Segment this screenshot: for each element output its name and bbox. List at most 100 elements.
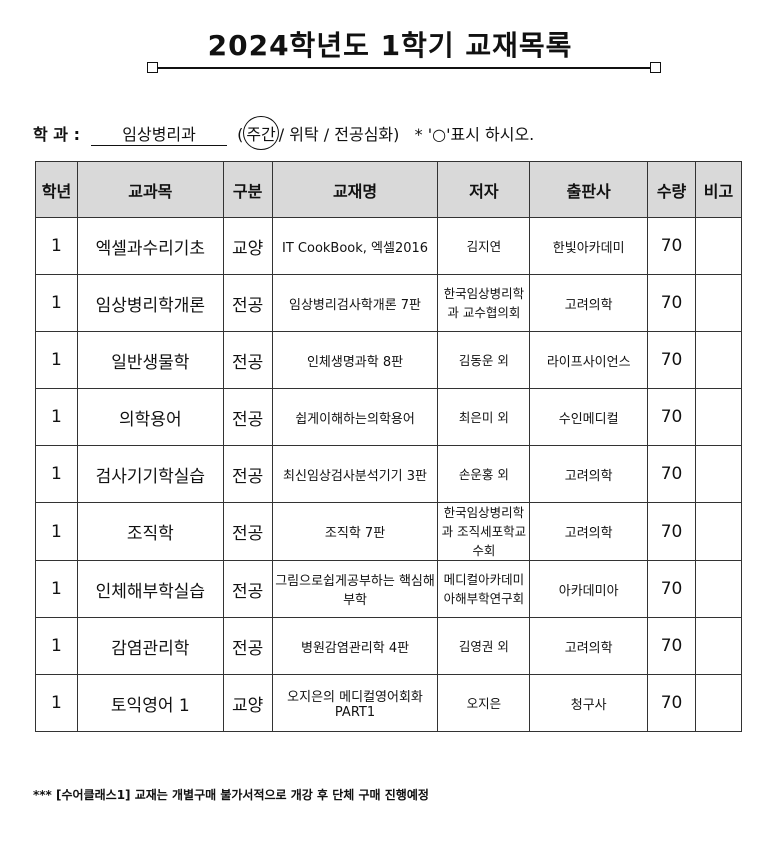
cell-publisher: 청구사 (529, 674, 649, 732)
cell-grade: 1 (35, 274, 78, 332)
cell-textbook: 병원감염관리학 4판 (271, 617, 439, 675)
cell-course: 일반생물학 (76, 331, 224, 389)
cell-remarks (695, 674, 742, 732)
table-row: 1 토익영어 1 교양 오지은의 메디컬영어회화 PART1 오지은 청구사 70 (35, 674, 742, 732)
column-header: 교재명 (271, 161, 439, 218)
cell-quantity: 70 (647, 617, 697, 675)
paren: ( (237, 125, 244, 144)
cell-textbook: 임상병리검사학개론 7판 (271, 274, 439, 332)
cell-type: 전공 (222, 388, 273, 446)
cell-author: 오지은 (437, 674, 531, 732)
column-header: 출판사 (529, 161, 649, 218)
cell-grade: 1 (35, 617, 78, 675)
cell-remarks (695, 388, 742, 446)
page-title: 2024학년도 1학기 교재목록 (207, 29, 573, 62)
other-options: / 위탁 / 전공심화) (278, 125, 400, 144)
instruction: * '○'표시 하시오. (414, 125, 535, 144)
cell-textbook: IT CookBook, 엑셀2016 (271, 217, 439, 275)
cell-author: 김영권 외 (437, 617, 531, 675)
cell-remarks (695, 331, 742, 389)
cell-quantity: 70 (647, 331, 697, 389)
cell-remarks (695, 560, 742, 618)
textbook-table: 학년 교과목 구분 교재명 저자 출판사 수량 비고 1 엑셀과수리기초 교양 IT CookBoo… (35, 161, 742, 732)
cell-course: 검사기기학실습 (76, 445, 224, 503)
cell-author: 김지연 (437, 217, 531, 275)
department-line: 학 과 : 임상병리과 (주간 / 위탁 / 전공심화) * '○'표시 하시오. (33, 116, 535, 150)
cell-quantity: 70 (647, 502, 697, 561)
cell-type: 전공 (222, 331, 273, 389)
column-header: 구분 (222, 161, 273, 218)
cell-course: 의학용어 (76, 388, 224, 446)
cell-publisher: 고려의학 (529, 617, 649, 675)
cell-author: 최은미 외 (437, 388, 531, 446)
cell-grade: 1 (35, 502, 78, 561)
table-row: 1 엑셀과수리기초 교양 IT CookBook, 엑셀2016 김지연 한빛아카데미 70 (35, 217, 742, 275)
table-row: 1 검사기기학실습 전공 최신임상검사분석기기 3판 손운홍 외 고려의학 70 (35, 445, 742, 503)
cell-grade: 1 (35, 560, 78, 618)
cell-remarks (695, 217, 742, 275)
cell-author: 한국임상병리학과 교수협의회 (437, 274, 531, 332)
cell-remarks (695, 445, 742, 503)
table-row: 1 임상병리학개론 전공 임상병리검사학개론 7판 한국임상병리학과 교수협의회 고려의학… (35, 274, 742, 332)
cell-course: 엑셀과수리기초 (76, 217, 224, 275)
table-row: 1 일반생물학 전공 인체생명과학 8판 김동운 외 라이프사이언스 70 (35, 331, 742, 389)
cell-textbook: 인체생명과학 8판 (271, 331, 439, 389)
cell-textbook: 쉽게이해하는의학용어 (271, 388, 439, 446)
column-header: 학년 (35, 161, 78, 218)
cell-type: 교양 (222, 674, 273, 732)
cell-author: 한국임상병리학과 조직세포학교수회 (437, 502, 531, 561)
selected-option-circled: 주간 (243, 116, 279, 150)
cell-type: 교양 (222, 217, 273, 275)
cell-remarks (695, 274, 742, 332)
footnote: *** [수어클래스1] 교재는 개별구매 불가서적으로 개강 후 단체 구매 … (33, 788, 429, 802)
cell-type: 전공 (222, 560, 273, 618)
table-row: 1 인체해부학실습 전공 그림으로쉽게공부하는 핵심해부학 메디컬아카데미 아해부학연구… (35, 560, 742, 618)
cell-textbook: 오지은의 메디컬영어회화 PART1 (271, 674, 439, 732)
cell-publisher: 한빛아카데미 (529, 217, 649, 275)
cell-author: 김동운 외 (437, 331, 531, 389)
cell-course: 임상병리학개론 (76, 274, 224, 332)
cell-remarks (695, 617, 742, 675)
cell-grade: 1 (35, 388, 78, 446)
cell-type: 전공 (222, 617, 273, 675)
cell-publisher: 라이프사이언스 (529, 331, 649, 389)
cell-course: 토익영어 1 (76, 674, 224, 732)
table-row: 1 조직학 전공 조직학 7판 한국임상병리학과 조직세포학교수회 고려의학 70 (35, 502, 742, 561)
line-end-square (147, 62, 158, 73)
title-underline (153, 67, 656, 69)
cell-course: 조직학 (76, 502, 224, 561)
cell-publisher: 고려의학 (529, 274, 649, 332)
cell-grade: 1 (35, 331, 78, 389)
cell-quantity: 70 (647, 217, 697, 275)
cell-publisher: 고려의학 (529, 502, 649, 561)
cell-grade: 1 (35, 674, 78, 732)
table-row: 1 의학용어 전공 쉽게이해하는의학용어 최은미 외 수인메디컬 70 (35, 388, 742, 446)
cell-textbook: 그림으로쉽게공부하는 핵심해부학 (271, 560, 439, 618)
cell-quantity: 70 (647, 445, 697, 503)
cell-remarks (695, 502, 742, 561)
cell-quantity: 70 (647, 560, 697, 618)
column-header: 수량 (647, 161, 697, 218)
cell-type: 전공 (222, 274, 273, 332)
cell-quantity: 70 (647, 274, 697, 332)
department-value: 임상병리과 (91, 121, 228, 146)
cell-publisher: 아카데미아 (529, 560, 649, 618)
column-header: 교과목 (76, 161, 224, 218)
cell-author: 메디컬아카데미 아해부학연구회 (437, 560, 531, 618)
cell-grade: 1 (35, 445, 78, 503)
cell-type: 전공 (222, 502, 273, 561)
table-row: 1 감염관리학 전공 병원감염관리학 4판 김영권 외 고려의학 70 (35, 617, 742, 675)
column-header: 비고 (695, 161, 742, 218)
cell-publisher: 수인메디컬 (529, 388, 649, 446)
line-end-square (650, 62, 661, 73)
cell-course: 감염관리학 (76, 617, 224, 675)
cell-grade: 1 (35, 217, 78, 275)
cell-author: 손운홍 외 (437, 445, 531, 503)
cell-type: 전공 (222, 445, 273, 503)
cell-textbook: 조직학 7판 (271, 502, 439, 561)
cell-textbook: 최신임상검사분석기기 3판 (271, 445, 439, 503)
cell-quantity: 70 (647, 388, 697, 446)
column-header: 저자 (437, 161, 531, 218)
cell-quantity: 70 (647, 674, 697, 732)
